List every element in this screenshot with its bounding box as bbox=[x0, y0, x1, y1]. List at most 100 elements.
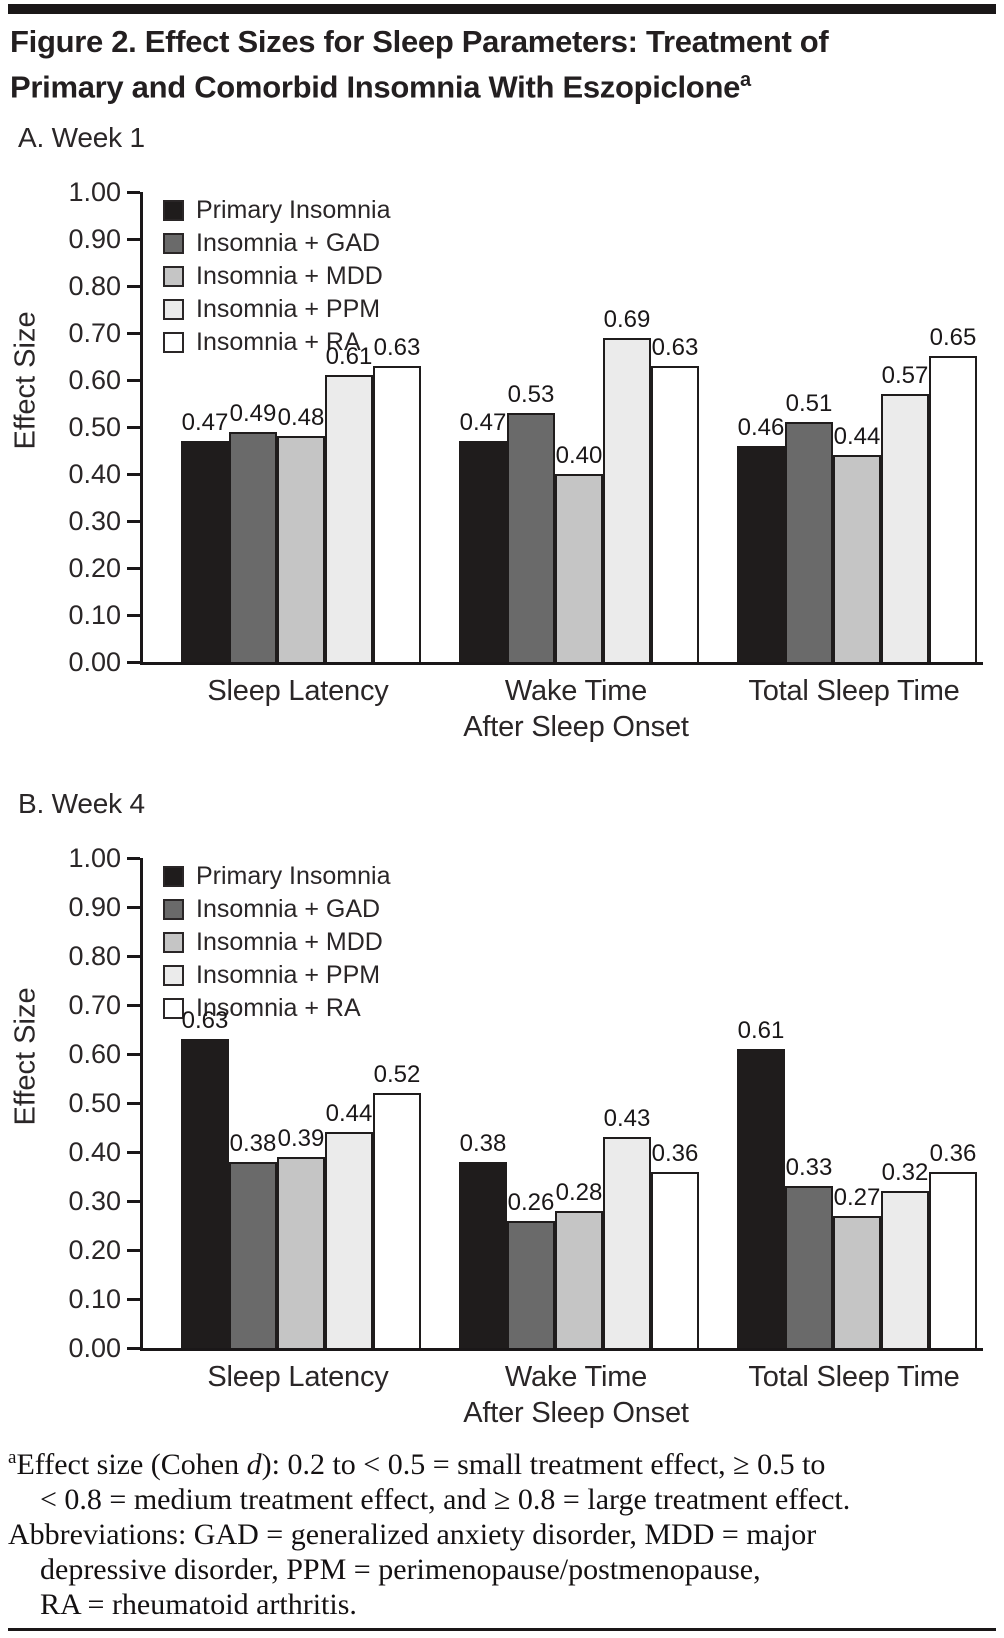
bar bbox=[929, 356, 977, 662]
bar-value-label: 0.27 bbox=[833, 1184, 881, 1211]
legend-label: Insomnia + GAD bbox=[196, 895, 381, 923]
y-tick-mark bbox=[127, 905, 140, 909]
y-tick-mark bbox=[127, 331, 140, 335]
legend-swatch bbox=[163, 932, 184, 953]
y-tick: 0.40 bbox=[68, 458, 140, 489]
y-tick-label: 0.50 bbox=[68, 1087, 121, 1118]
y-tick: 0.20 bbox=[68, 1235, 140, 1265]
legend-swatch bbox=[163, 233, 184, 254]
x-category-label: Total Sleep Time bbox=[748, 675, 960, 707]
bar-value-label: 0.63 bbox=[181, 1007, 229, 1034]
legend-item: Primary Insomnia bbox=[163, 194, 391, 227]
bar bbox=[737, 1049, 785, 1348]
y-tick: 0.70 bbox=[68, 989, 140, 1020]
y-tick: 0.60 bbox=[68, 365, 140, 395]
y-tick-label: 0.80 bbox=[68, 940, 121, 971]
legend-label: Insomnia + GAD bbox=[196, 229, 381, 257]
bar bbox=[785, 422, 833, 662]
y-tick: 0.80 bbox=[68, 940, 140, 971]
legend-label: Insomnia + PPM bbox=[196, 295, 381, 323]
bar bbox=[833, 455, 881, 662]
top-rule bbox=[8, 4, 996, 14]
y-tick-label: 0.00 bbox=[68, 1332, 121, 1363]
bar-value-label: 0.32 bbox=[881, 1159, 929, 1186]
legend-label: Insomnia + RA bbox=[196, 994, 361, 1022]
y-tick: 1.00 bbox=[68, 176, 140, 207]
x-category-label: Wake Time After Sleep Onset bbox=[463, 675, 689, 743]
y-tick-mark bbox=[127, 660, 140, 664]
legend-label: Primary Insomnia bbox=[196, 862, 391, 890]
y-tick-mark bbox=[127, 566, 140, 570]
y-tick-mark bbox=[127, 1199, 140, 1203]
bar-group: 0.47 0.49 0.48 0.61 0.63 bbox=[181, 192, 421, 662]
y-tick-mark bbox=[127, 284, 140, 288]
footnote-marker: a bbox=[8, 1447, 17, 1468]
y-tick-label: 0.70 bbox=[68, 989, 121, 1020]
panel-a-label: A. Week 1 bbox=[18, 122, 145, 153]
y-tick-mark bbox=[127, 237, 140, 241]
chart-week4-legend: Primary Insomnia Insomnia + GAD Insomnia +… bbox=[163, 860, 391, 1025]
bottom-rule bbox=[8, 1628, 996, 1631]
footnote-line-1: aEffect size (Cohen d): 0.2 to < 0.5 = s… bbox=[8, 1440, 996, 1482]
y-tick: 0.40 bbox=[68, 1137, 140, 1167]
legend-swatch bbox=[163, 299, 184, 320]
y-tick: 0.30 bbox=[68, 506, 140, 536]
bar bbox=[929, 1172, 977, 1348]
figure-footnote: aEffect size (Cohen d): 0.2 to < 0.5 = s… bbox=[8, 1440, 996, 1622]
legend-label: Insomnia + PPM bbox=[196, 961, 381, 989]
legend-label: Insomnia + RA bbox=[196, 328, 361, 356]
bar-value-label: 0.28 bbox=[555, 1179, 603, 1206]
bar-value-label: 0.36 bbox=[929, 1140, 977, 1167]
bar bbox=[459, 1162, 507, 1348]
bar-group: 0.38 0.26 0.28 0.43 0.36 bbox=[459, 858, 699, 1348]
y-tick-label: 1.00 bbox=[68, 176, 121, 207]
figure-title-line2: Primary and Comorbid Insomnia With Eszop… bbox=[10, 69, 741, 105]
y-tick-mark bbox=[127, 954, 140, 958]
bar bbox=[881, 1191, 929, 1348]
legend-swatch bbox=[163, 866, 184, 887]
y-tick-label: 0.30 bbox=[68, 1185, 121, 1216]
y-tick: 0.10 bbox=[68, 1283, 140, 1314]
bar-value-label: 0.63 bbox=[651, 334, 699, 361]
y-tick-label: 0.80 bbox=[68, 270, 121, 301]
y-tick-label: 0.10 bbox=[68, 599, 121, 630]
bar bbox=[181, 441, 229, 662]
y-tick-label: 0.00 bbox=[68, 646, 121, 677]
bar bbox=[651, 366, 699, 662]
chart-week1-body: Effect Size 1.00 0.90 0.80 0.70 0.60 0.50 0.40… bbox=[10, 177, 994, 677]
y-tick: 1.00 bbox=[68, 843, 140, 873]
bar-group: 0.61 0.33 0.27 0.32 0.36 bbox=[737, 858, 977, 1348]
x-category-label: Wake Time After Sleep Onset bbox=[463, 1361, 689, 1429]
y-tick-label: 0.70 bbox=[68, 317, 121, 348]
legend-item: Insomnia + RA bbox=[163, 326, 391, 359]
chart-week1-x-axis-labels: Sleep Latency Wake Time After Sleep Onset T… bbox=[140, 665, 980, 743]
legend-item: Insomnia + RA bbox=[163, 992, 391, 1025]
y-tick: 0.10 bbox=[68, 599, 140, 630]
legend-label: Primary Insomnia bbox=[196, 196, 391, 224]
panel-b-label: B. Week 4 bbox=[18, 788, 145, 819]
y-tick-label: 0.40 bbox=[68, 458, 121, 489]
footnote-line-2: < 0.8 = medium treatment effect, and ≥ 0… bbox=[40, 1483, 851, 1516]
legend-swatch bbox=[163, 998, 184, 1019]
y-tick-mark bbox=[127, 856, 140, 860]
chart-week1-plot-area: Primary Insomnia Insomnia + GAD Insomnia +… bbox=[140, 192, 983, 665]
bar-chart-week4: Effect Size 1.00 0.90 0.80 0.70 0.60 0.50 0.40… bbox=[10, 843, 994, 1429]
chart-week4-plot-area: Primary Insomnia Insomnia + GAD Insomnia +… bbox=[140, 858, 983, 1351]
x-category-label: Sleep Latency bbox=[207, 675, 389, 707]
bar-value-label: 0.63 bbox=[373, 334, 421, 361]
bar bbox=[555, 474, 603, 662]
y-tick-label: 0.10 bbox=[68, 1283, 121, 1314]
chart-week4-x-axis-labels: Sleep Latency Wake Time After Sleep Onset T… bbox=[140, 1351, 980, 1429]
y-tick-mark bbox=[127, 472, 140, 476]
bar-value-label: 0.57 bbox=[881, 362, 929, 389]
bar bbox=[373, 366, 421, 662]
y-tick: 0.60 bbox=[68, 1039, 140, 1069]
bar bbox=[737, 446, 785, 662]
legend-item: Insomnia + PPM bbox=[163, 293, 391, 326]
bar bbox=[277, 1157, 325, 1348]
x-category-label: Sleep Latency bbox=[207, 1361, 389, 1393]
bar-value-label: 0.65 bbox=[929, 324, 977, 351]
y-tick: 0.50 bbox=[68, 1087, 140, 1118]
bar-value-label: 0.26 bbox=[507, 1189, 555, 1216]
